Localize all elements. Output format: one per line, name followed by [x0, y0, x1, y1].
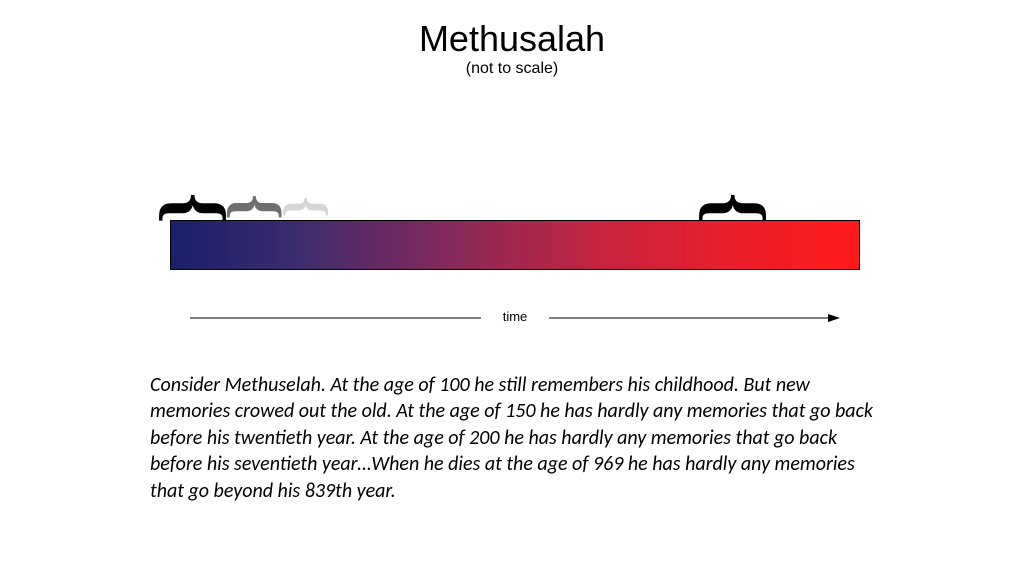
body-paragraph: Consider Methuselah. At the age of 100 h…: [150, 372, 890, 504]
time-axis-label: time: [481, 309, 549, 324]
slide: Methusalah (not to scale) {{{{ time Cons…: [0, 0, 1024, 576]
